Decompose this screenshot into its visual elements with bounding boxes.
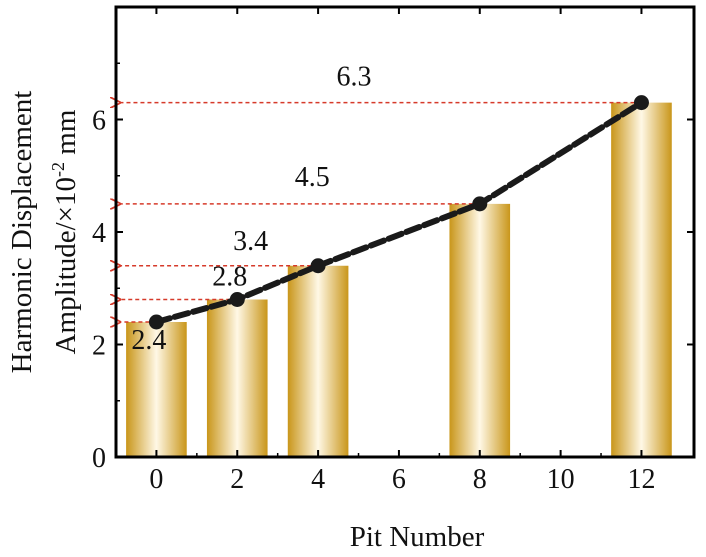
data-point-3 bbox=[472, 196, 488, 212]
data-label-4: 6.3 bbox=[336, 62, 371, 93]
data-point-4 bbox=[633, 95, 649, 111]
x-tick-label: 4 bbox=[311, 464, 325, 495]
data-point-2 bbox=[310, 258, 326, 274]
y-ticks: 0 2 4 6 bbox=[92, 62, 694, 474]
y-tick-label: 2 bbox=[92, 331, 106, 362]
data-point-0 bbox=[148, 314, 164, 330]
x-tick-label: 0 bbox=[149, 464, 163, 495]
x-tick-label: 10 bbox=[547, 464, 575, 495]
y-tick-label: 4 bbox=[92, 218, 106, 249]
data-labels-layer: 2.4 2.8 3.4 4.5 6.3 bbox=[131, 62, 371, 356]
y-axis-title-prefix: Amplitude/×10 bbox=[50, 177, 82, 354]
y-axis-title-exponent: -2 bbox=[48, 162, 68, 177]
x-ticks: 0 2 4 6 8 10 12 bbox=[149, 7, 655, 495]
bar-3 bbox=[449, 203, 511, 457]
data-label-2: 3.4 bbox=[233, 226, 268, 257]
y-axis-title-unit: mm bbox=[50, 109, 82, 162]
x-tick-label: 2 bbox=[230, 464, 244, 495]
bar-0 bbox=[126, 322, 187, 457]
y-tick-label: 0 bbox=[92, 443, 106, 474]
x-tick-label: 8 bbox=[473, 464, 487, 495]
bars-layer bbox=[126, 102, 672, 457]
data-label-1: 2.8 bbox=[212, 262, 247, 293]
data-point-1 bbox=[229, 292, 245, 307]
y-axis-title-line2: Amplitude/×10-2 mm bbox=[48, 109, 82, 354]
points-layer bbox=[148, 95, 649, 330]
y-tick-label: 6 bbox=[92, 106, 106, 137]
x-tick-label: 12 bbox=[627, 464, 655, 495]
arrows-layer bbox=[120, 103, 642, 322]
bar-4 bbox=[611, 102, 672, 457]
bar-2 bbox=[287, 265, 349, 457]
data-label-3: 4.5 bbox=[295, 162, 330, 193]
y-axis-title-line1: Harmonic Displacement bbox=[6, 91, 38, 374]
bar-1 bbox=[206, 299, 268, 457]
x-tick-label: 6 bbox=[392, 464, 406, 495]
data-label-0: 2.4 bbox=[131, 325, 166, 356]
x-axis-title: Pit Number bbox=[350, 521, 485, 553]
